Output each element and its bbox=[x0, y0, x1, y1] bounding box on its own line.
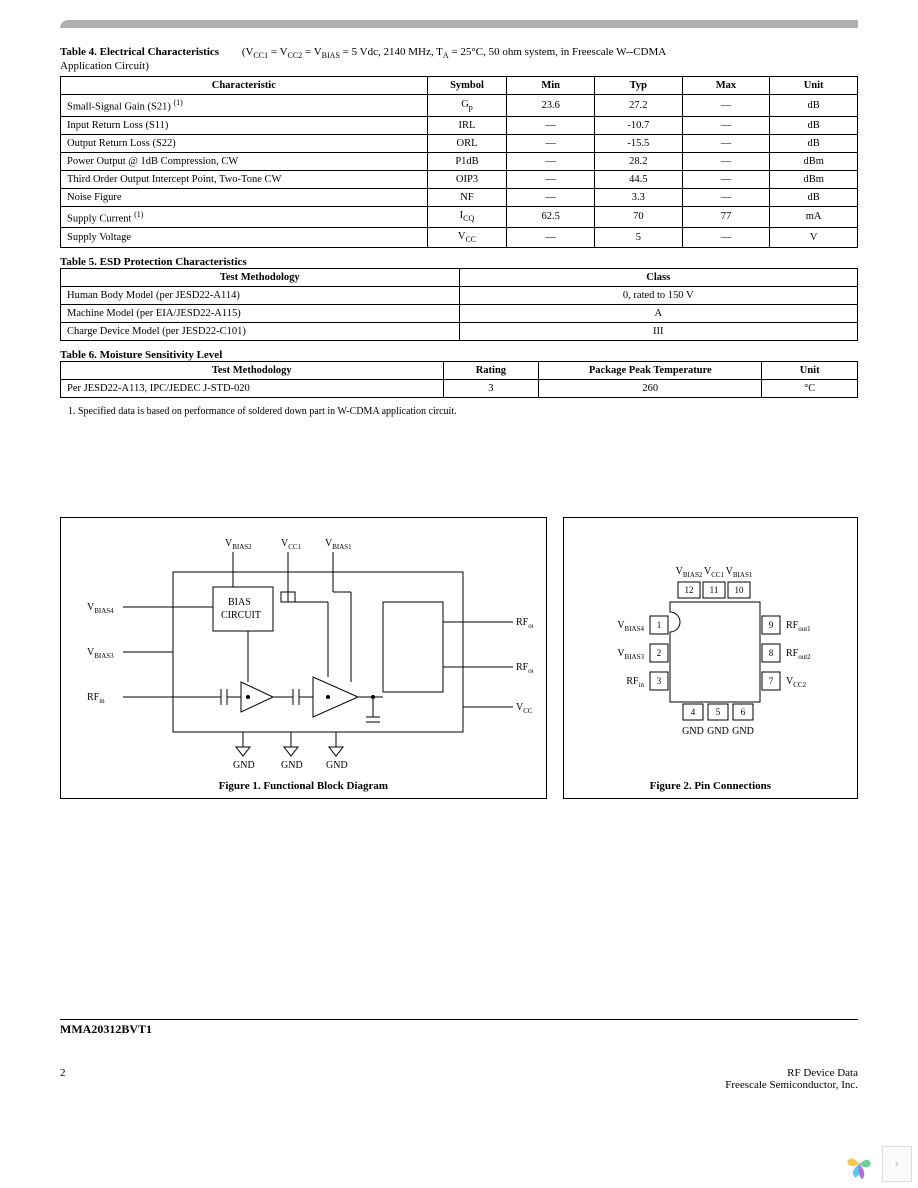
svg-text:VBIAS1: VBIAS1 bbox=[325, 538, 352, 551]
next-button[interactable]: › bbox=[882, 1146, 912, 1182]
svg-text:GND: GND bbox=[707, 726, 729, 737]
svg-text:6: 6 bbox=[741, 707, 746, 717]
svg-text:9: 9 bbox=[769, 620, 774, 630]
svg-text:GND: GND bbox=[682, 726, 704, 737]
t6-h1: Rating bbox=[443, 362, 539, 380]
svg-text:BIAS: BIAS bbox=[228, 597, 251, 608]
table-row: Noise FigureNF—3.3—dB bbox=[61, 188, 858, 206]
svg-text:VBIAS2: VBIAS2 bbox=[225, 538, 252, 551]
logo-icon bbox=[842, 1147, 876, 1181]
t4-h2: Min bbox=[507, 77, 595, 95]
t4-h0: Characteristic bbox=[61, 77, 428, 95]
svg-text:CIRCUIT: CIRCUIT bbox=[221, 610, 261, 621]
svg-text:3: 3 bbox=[657, 676, 662, 686]
header-bar bbox=[60, 20, 858, 28]
t5-h0: Test Methodology bbox=[61, 269, 460, 287]
figure1-box: VBIAS2 VCC1 VBIAS1 VBIAS4 VBIAS3 RFin BI… bbox=[60, 517, 547, 799]
svg-text:VCC1: VCC1 bbox=[704, 566, 725, 579]
svg-text:4: 4 bbox=[691, 707, 696, 717]
table4-condition: (VCC1 = VCC2 = VBIAS = 5 Vdc, 2140 MHz, … bbox=[242, 46, 666, 58]
figures-row: VBIAS2 VCC1 VBIAS1 VBIAS4 VBIAS3 RFin BI… bbox=[60, 517, 858, 799]
table-row: Machine Model (per EIA/JESD22-A115)A bbox=[61, 305, 858, 323]
svg-text:RFout1: RFout1 bbox=[786, 620, 811, 633]
table-row: Input Return Loss (S11)IRL—-10.7—dB bbox=[61, 116, 858, 134]
svg-text:RFin: RFin bbox=[87, 692, 105, 705]
t4-h3: Typ bbox=[594, 77, 682, 95]
svg-text:VBIAS4: VBIAS4 bbox=[87, 602, 114, 615]
footer-right2: Freescale Semiconductor, Inc. bbox=[725, 1079, 858, 1091]
table-row: Third Order Output Intercept Point, Two-… bbox=[61, 170, 858, 188]
table4-header: Table 4. Electrical Characteristics (VCC… bbox=[60, 46, 858, 60]
figure1-svg: VBIAS2 VCC1 VBIAS1 VBIAS4 VBIAS3 RFin BI… bbox=[73, 532, 533, 772]
footer-right1: RF Device Data bbox=[725, 1067, 858, 1079]
t5-h1: Class bbox=[459, 269, 858, 287]
svg-text:7: 7 bbox=[769, 676, 774, 686]
t4-h4: Max bbox=[682, 77, 770, 95]
table5: Test Methodology Class Human Body Model … bbox=[60, 268, 858, 341]
figure2-caption: Figure 2. Pin Connections bbox=[574, 780, 847, 792]
footer-bottom: 2 RF Device Data Freescale Semiconductor… bbox=[60, 1067, 858, 1091]
table-row: Human Body Model (per JESD22-A114)0, rat… bbox=[61, 287, 858, 305]
table-row: Output Return Loss (S22)ORL—-15.5—dB bbox=[61, 134, 858, 152]
table-row: Power Output @ 1dB Compression, CWP1dB—2… bbox=[61, 152, 858, 170]
figure2-svg: 121110VBIAS2VCC1VBIAS1123VBIAS4VBIAS3RFi… bbox=[590, 532, 830, 772]
svg-text:GND: GND bbox=[233, 760, 255, 771]
table-row: Per JESD22-A113, IPC/JEDEC J-STD-0203260… bbox=[61, 380, 858, 398]
table-row: Charge Device Model (per JESD22-C101)III bbox=[61, 323, 858, 341]
svg-text:RFout2: RFout2 bbox=[786, 648, 811, 661]
svg-text:GND: GND bbox=[732, 726, 754, 737]
svg-text:12: 12 bbox=[685, 585, 694, 595]
t6-h0: Test Methodology bbox=[61, 362, 444, 380]
footer-right: RF Device Data Freescale Semiconductor, … bbox=[725, 1067, 858, 1091]
svg-text:VBIAS1: VBIAS1 bbox=[726, 566, 753, 579]
table-row: Supply VoltageVCC—5—V bbox=[61, 228, 858, 248]
svg-text:VBIAS3: VBIAS3 bbox=[87, 647, 114, 660]
svg-text:GND: GND bbox=[326, 760, 348, 771]
svg-text:RFout1: RFout1 bbox=[516, 617, 533, 630]
svg-text:RFout2: RFout2 bbox=[516, 662, 533, 675]
footer-part: MMA20312BVT1 bbox=[60, 1022, 858, 1037]
page: Table 4. Electrical Characteristics (VCC… bbox=[0, 0, 918, 1188]
table5-title: Table 5. ESD Protection Characteristics bbox=[60, 256, 247, 268]
footer-rule bbox=[60, 1019, 858, 1020]
figure1-caption: Figure 1. Functional Block Diagram bbox=[71, 780, 536, 792]
table6: Test Methodology Rating Package Peak Tem… bbox=[60, 361, 858, 398]
svg-text:GND: GND bbox=[281, 760, 303, 771]
nav-widget: › bbox=[842, 1146, 912, 1182]
svg-text:2: 2 bbox=[657, 648, 662, 658]
svg-text:5: 5 bbox=[716, 707, 721, 717]
svg-text:8: 8 bbox=[769, 648, 774, 658]
svg-text:10: 10 bbox=[735, 585, 745, 595]
svg-text:VCC2: VCC2 bbox=[516, 702, 533, 715]
table-row: Small-Signal Gain (S21) (1)Gp23.627.2—dB bbox=[61, 95, 858, 117]
table4-title: Table 4. Electrical Characteristics bbox=[60, 46, 219, 58]
svg-text:11: 11 bbox=[710, 585, 719, 595]
svg-text:RFin: RFin bbox=[627, 676, 645, 689]
svg-text:VBIAS3: VBIAS3 bbox=[618, 648, 645, 661]
t6-h3: Unit bbox=[762, 362, 858, 380]
footer-page: 2 bbox=[60, 1067, 66, 1091]
table-row: Supply Current (1)ICQ62.57077mA bbox=[61, 206, 858, 228]
svg-text:1: 1 bbox=[657, 620, 662, 630]
t6-h2: Package Peak Temperature bbox=[539, 362, 762, 380]
svg-text:VBIAS4: VBIAS4 bbox=[618, 620, 645, 633]
t4-h1: Symbol bbox=[427, 77, 507, 95]
t4-h5: Unit bbox=[770, 77, 858, 95]
table6-footnote: 1. Specified data is based on performanc… bbox=[68, 406, 858, 417]
table4-condition-line2: Application Circuit) bbox=[60, 60, 858, 72]
figure2-box: 121110VBIAS2VCC1VBIAS1123VBIAS4VBIAS3RFi… bbox=[563, 517, 858, 799]
table4: Characteristic Symbol Min Typ Max Unit S… bbox=[60, 76, 858, 248]
svg-text:VCC1: VCC1 bbox=[281, 538, 302, 551]
svg-text:VCC2: VCC2 bbox=[786, 676, 807, 689]
table6-title: Table 6. Moisture Sensitivity Level bbox=[60, 349, 222, 361]
svg-text:VBIAS2: VBIAS2 bbox=[676, 566, 703, 579]
